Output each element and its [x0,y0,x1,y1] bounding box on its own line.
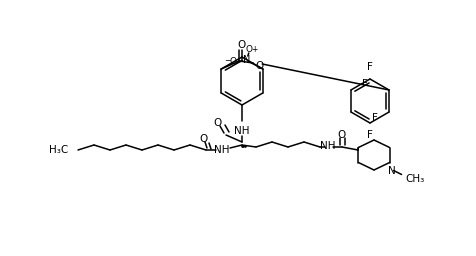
Text: NH: NH [234,126,249,136]
Text: +: + [251,46,258,55]
Text: N: N [387,165,395,176]
Text: NH: NH [214,145,229,155]
Text: F: F [367,62,372,72]
Text: H₃C: H₃C [49,145,68,155]
Text: O: O [337,130,346,140]
Text: O: O [229,58,236,67]
Text: N: N [243,55,250,65]
Text: F: F [371,113,377,123]
Text: O: O [245,46,252,55]
Text: NH: NH [319,141,335,151]
Text: −: − [224,57,230,66]
Text: CH₃: CH₃ [405,174,424,184]
Text: O: O [255,61,263,71]
Text: F: F [361,79,367,89]
Text: O: O [237,40,245,50]
Text: O: O [199,134,208,144]
Text: F: F [367,130,372,140]
Text: O: O [213,118,222,128]
